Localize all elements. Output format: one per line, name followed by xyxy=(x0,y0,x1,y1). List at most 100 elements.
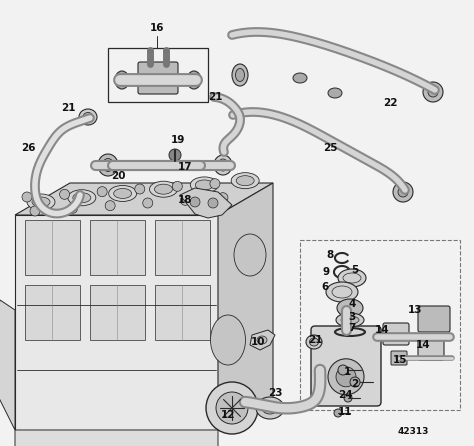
Bar xyxy=(108,48,208,102)
Ellipse shape xyxy=(231,173,259,189)
Ellipse shape xyxy=(338,269,366,287)
Ellipse shape xyxy=(98,154,118,176)
Ellipse shape xyxy=(210,315,246,365)
Text: 10: 10 xyxy=(251,337,265,347)
Polygon shape xyxy=(15,183,273,215)
Ellipse shape xyxy=(306,335,322,349)
Bar xyxy=(25,220,80,275)
Circle shape xyxy=(208,198,218,208)
Circle shape xyxy=(428,87,438,97)
Text: 21: 21 xyxy=(308,335,322,345)
Text: 2: 2 xyxy=(351,379,359,389)
Text: 25: 25 xyxy=(323,143,337,153)
FancyBboxPatch shape xyxy=(138,62,178,94)
Ellipse shape xyxy=(115,71,129,89)
Ellipse shape xyxy=(32,197,50,207)
Circle shape xyxy=(334,409,342,417)
Ellipse shape xyxy=(236,176,254,186)
Circle shape xyxy=(180,195,191,205)
Ellipse shape xyxy=(293,73,307,83)
Ellipse shape xyxy=(336,313,364,327)
Bar xyxy=(90,285,145,340)
Ellipse shape xyxy=(326,282,358,302)
Circle shape xyxy=(97,187,107,197)
Text: 4: 4 xyxy=(348,299,356,309)
Text: 24: 24 xyxy=(337,390,352,400)
Text: 21: 21 xyxy=(61,103,75,113)
Circle shape xyxy=(135,184,145,194)
Ellipse shape xyxy=(214,155,232,175)
Text: 13: 13 xyxy=(408,305,422,315)
Text: 1: 1 xyxy=(343,367,351,377)
Text: 18: 18 xyxy=(178,195,192,205)
Polygon shape xyxy=(15,215,218,430)
Ellipse shape xyxy=(234,234,266,276)
Text: 5: 5 xyxy=(351,265,359,275)
Text: 12: 12 xyxy=(221,410,235,420)
Text: 11: 11 xyxy=(338,407,352,417)
Text: 23: 23 xyxy=(268,388,282,398)
Text: 3: 3 xyxy=(348,312,356,322)
Ellipse shape xyxy=(257,336,267,344)
Circle shape xyxy=(398,187,408,197)
Ellipse shape xyxy=(337,299,363,317)
Ellipse shape xyxy=(328,88,342,98)
Text: 17: 17 xyxy=(178,162,192,172)
Ellipse shape xyxy=(218,159,228,171)
Ellipse shape xyxy=(195,180,213,190)
Ellipse shape xyxy=(155,184,173,194)
Text: 15: 15 xyxy=(393,355,407,365)
Text: 42313: 42313 xyxy=(397,428,428,437)
Ellipse shape xyxy=(149,181,177,197)
Text: 14: 14 xyxy=(374,325,389,335)
Ellipse shape xyxy=(262,402,278,414)
Polygon shape xyxy=(218,183,273,430)
Text: 21: 21 xyxy=(208,92,222,102)
Circle shape xyxy=(328,359,364,395)
Polygon shape xyxy=(0,300,15,430)
Circle shape xyxy=(216,392,248,424)
Circle shape xyxy=(105,201,115,211)
Text: 20: 20 xyxy=(111,171,125,181)
Bar xyxy=(300,240,460,410)
Polygon shape xyxy=(250,330,275,350)
Text: 19: 19 xyxy=(171,135,185,145)
Circle shape xyxy=(344,394,352,402)
Circle shape xyxy=(190,197,200,207)
Circle shape xyxy=(22,192,32,202)
Ellipse shape xyxy=(109,186,137,202)
Ellipse shape xyxy=(256,397,284,419)
FancyBboxPatch shape xyxy=(418,338,444,360)
Ellipse shape xyxy=(79,109,97,125)
Circle shape xyxy=(30,206,40,216)
Ellipse shape xyxy=(232,64,248,86)
Text: 9: 9 xyxy=(322,267,329,277)
Text: 14: 14 xyxy=(416,340,430,350)
FancyBboxPatch shape xyxy=(391,351,407,365)
Ellipse shape xyxy=(341,316,359,324)
Bar xyxy=(90,220,145,275)
Text: 8: 8 xyxy=(327,250,334,260)
Ellipse shape xyxy=(27,194,55,210)
Text: 16: 16 xyxy=(150,23,164,33)
Circle shape xyxy=(218,193,228,202)
Bar xyxy=(155,220,210,275)
Ellipse shape xyxy=(73,193,91,203)
Polygon shape xyxy=(180,188,232,218)
Circle shape xyxy=(206,382,258,434)
Circle shape xyxy=(60,190,70,199)
FancyBboxPatch shape xyxy=(383,323,409,345)
FancyBboxPatch shape xyxy=(418,306,450,332)
Circle shape xyxy=(169,149,181,161)
Circle shape xyxy=(350,377,360,387)
Polygon shape xyxy=(15,430,218,446)
Circle shape xyxy=(393,182,413,202)
Ellipse shape xyxy=(114,189,132,198)
Circle shape xyxy=(338,365,348,375)
Text: 6: 6 xyxy=(321,282,328,292)
Circle shape xyxy=(210,179,220,189)
Circle shape xyxy=(423,82,443,102)
Text: 26: 26 xyxy=(21,143,35,153)
Ellipse shape xyxy=(310,338,319,346)
Circle shape xyxy=(68,203,78,213)
